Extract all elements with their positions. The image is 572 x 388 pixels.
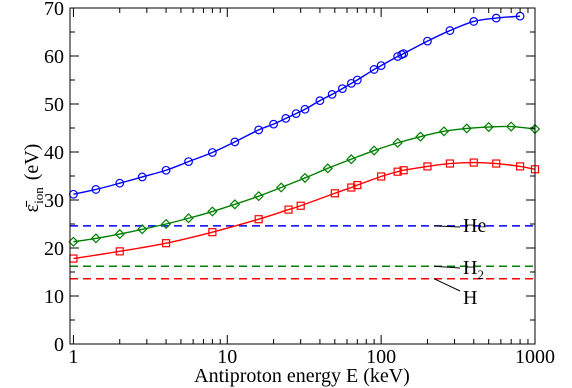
series-1-point-8	[253, 191, 264, 202]
series-2-point-1	[115, 247, 124, 256]
y-tick-label-4: 40	[44, 142, 64, 164]
series-0-point-11	[291, 109, 301, 118]
series-1-point-11	[322, 163, 333, 174]
ref-label-h2-sub: 2	[477, 267, 484, 282]
ref-label-he: He	[463, 215, 486, 237]
axis-tick-labels: 0 10 20 30 40 50 60 70 1 10 100 1000	[44, 0, 555, 368]
series-0-point-26	[491, 13, 501, 23]
ref-label-h: H	[463, 287, 477, 309]
axis-ticks	[70, 7, 536, 345]
series-1-point-1	[90, 233, 102, 244]
leader-line-2	[433, 278, 461, 292]
ref-label-h2: H2	[463, 257, 484, 282]
series-2-point-5	[284, 205, 293, 214]
series-0-point-2	[115, 178, 125, 188]
series-0-point-14	[327, 89, 337, 99]
series-0-point-23	[423, 36, 432, 46]
series-2-point-8	[347, 183, 356, 192]
series-1-point-14	[392, 137, 403, 149]
series-0-point-3	[137, 172, 147, 182]
series-1-point-19	[506, 121, 517, 132]
x-axis-label: Antiproton energy E (keV)	[194, 365, 410, 387]
series-line-1	[73, 125, 535, 243]
series-2-point-15	[469, 158, 478, 167]
series-1-point-18	[483, 121, 494, 133]
series-2-point-16	[492, 159, 501, 168]
leader-line-1	[433, 265, 461, 269]
series-2-point-7	[330, 189, 339, 198]
y-axis-label: ε̄ion(eV)	[21, 144, 46, 213]
y-tick-label-5: 50	[44, 94, 64, 116]
series-1-point-6	[207, 206, 218, 217]
series-1-point-12	[346, 154, 357, 165]
x-tick-label-0: 1	[68, 346, 78, 368]
series-0-point-22	[399, 49, 409, 58]
series-0-point-1	[91, 185, 101, 194]
series-1-point-17	[461, 123, 472, 134]
y-tick-label-3: 30	[44, 190, 64, 212]
label-leader-lines	[433, 225, 461, 292]
x-tick-label-1: 10	[217, 346, 237, 368]
series-2-point-2	[161, 239, 171, 248]
series-1-point-10	[299, 172, 311, 184]
x-tick-label-3: 1000	[515, 346, 555, 368]
ref-label-h2-main: H	[463, 257, 477, 279]
series-0-point-9	[269, 119, 279, 129]
series-1-point-5	[183, 213, 194, 224]
series-1-point-2	[114, 228, 125, 240]
series-2-point-9	[353, 181, 362, 190]
y-tick-label-6: 60	[44, 46, 64, 68]
series-2-point-6	[296, 201, 305, 210]
series-1-point-16	[438, 126, 450, 137]
series-2-point-13	[423, 162, 432, 171]
series-1-point-15	[415, 131, 426, 142]
series-line-2	[73, 161, 535, 260]
y-tick-label-1: 10	[44, 286, 64, 308]
y-axis-label-sub: ion	[31, 187, 46, 204]
series-1-point-4	[160, 218, 172, 230]
y-tick-label-2: 20	[44, 238, 64, 260]
x-tick-label-2: 100	[366, 346, 396, 368]
series-2-point-17	[515, 162, 525, 171]
series-0-point-12	[300, 104, 310, 114]
series-0-point-15	[337, 84, 347, 94]
series-markers	[68, 11, 541, 263]
series-1-point-9	[276, 182, 287, 193]
y-axis-label-unit: (eV)	[21, 144, 43, 181]
series-1-point-0	[68, 236, 79, 247]
series-1-point-3	[137, 224, 148, 235]
series-0-point-6	[207, 148, 217, 157]
series-curves	[73, 15, 535, 260]
series-2-point-12	[399, 166, 408, 175]
series-2-point-10	[377, 172, 386, 181]
series-2-point-4	[254, 215, 263, 224]
series-0-point-18	[369, 65, 379, 74]
series-0-point-4	[161, 165, 171, 175]
series-1-point-13	[368, 145, 380, 156]
y-tick-label-0: 0	[54, 334, 64, 356]
leader-line-0	[433, 225, 461, 228]
series-0-point-5	[184, 157, 193, 167]
series-0-point-17	[352, 75, 362, 85]
series-0-point-13	[315, 96, 325, 106]
series-0-point-8	[254, 125, 264, 135]
series-line-0	[73, 15, 521, 195]
series-2-point-3	[208, 228, 217, 237]
series-0-point-7	[230, 137, 240, 147]
series-2-point-14	[445, 159, 455, 168]
series-0-point-19	[376, 61, 386, 70]
series-1-point-7	[229, 199, 241, 210]
series-0-point-25	[469, 17, 479, 26]
series-0-point-24	[445, 26, 455, 35]
series-0-point-10	[281, 113, 291, 123]
series-2-point-11	[393, 167, 402, 176]
y-tick-label-7: 70	[44, 0, 64, 20]
